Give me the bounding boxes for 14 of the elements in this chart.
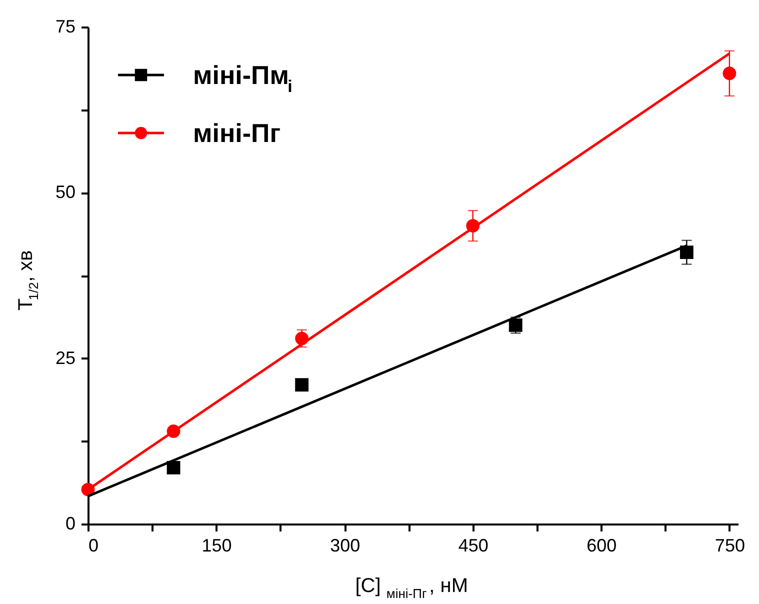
x-tick-label: 300	[330, 536, 360, 556]
y-tick-label: 50	[55, 182, 76, 202]
x-tick-label: 600	[586, 536, 617, 556]
point	[722, 66, 736, 80]
x-tick-label: 750	[714, 536, 745, 556]
y-axis-title: T1/2, хв	[15, 250, 41, 311]
y-tick-label: 75	[55, 16, 76, 36]
legend-label: міні-Пг	[193, 118, 281, 148]
y-tick-label: 0	[65, 514, 76, 534]
point	[166, 460, 180, 474]
y-tick-label: 25	[55, 348, 76, 368]
x-tick-label: 0	[88, 536, 99, 556]
x-tick-label: 450	[458, 536, 488, 556]
x-tick-label: 150	[202, 536, 232, 556]
